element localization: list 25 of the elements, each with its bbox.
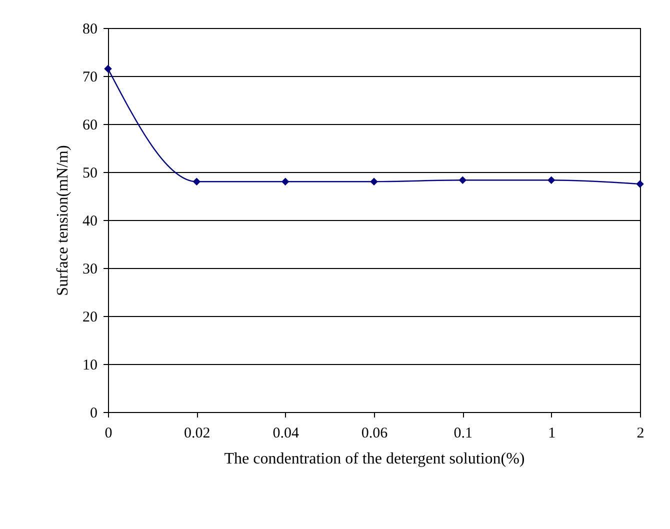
- x-tick-label: 0.06: [361, 426, 388, 442]
- y-tick-label: 0: [90, 406, 98, 422]
- x-tick-label: 2: [636, 426, 644, 442]
- y-tick-label: 40: [82, 214, 98, 230]
- y-axis-title: Surface tension(mN/m): [54, 145, 72, 296]
- point: [458, 176, 467, 184]
- x-tick-label: 0.1: [454, 426, 473, 442]
- point: [192, 178, 201, 186]
- y-tick-label: 70: [82, 70, 98, 86]
- point: [547, 176, 556, 184]
- point: [281, 178, 290, 186]
- x-tick-label: 0.04: [272, 426, 300, 442]
- y-tick-label: 30: [82, 262, 98, 278]
- y-tick-label: 60: [82, 118, 98, 134]
- y-tick-label: 80: [82, 22, 98, 38]
- y-tick-label: 20: [82, 310, 98, 326]
- x-tick-label: 0: [104, 426, 112, 442]
- point: [636, 180, 644, 188]
- point: [370, 178, 378, 186]
- x-axis-title: The condentration of the detergent solution(%): [224, 450, 525, 468]
- y-tick-label: 50: [82, 166, 98, 182]
- x-tick-label: 1: [548, 426, 556, 442]
- x-tick-label: 0.02: [184, 426, 210, 442]
- point: [104, 64, 112, 73]
- y-tick-label: 10: [82, 358, 98, 374]
